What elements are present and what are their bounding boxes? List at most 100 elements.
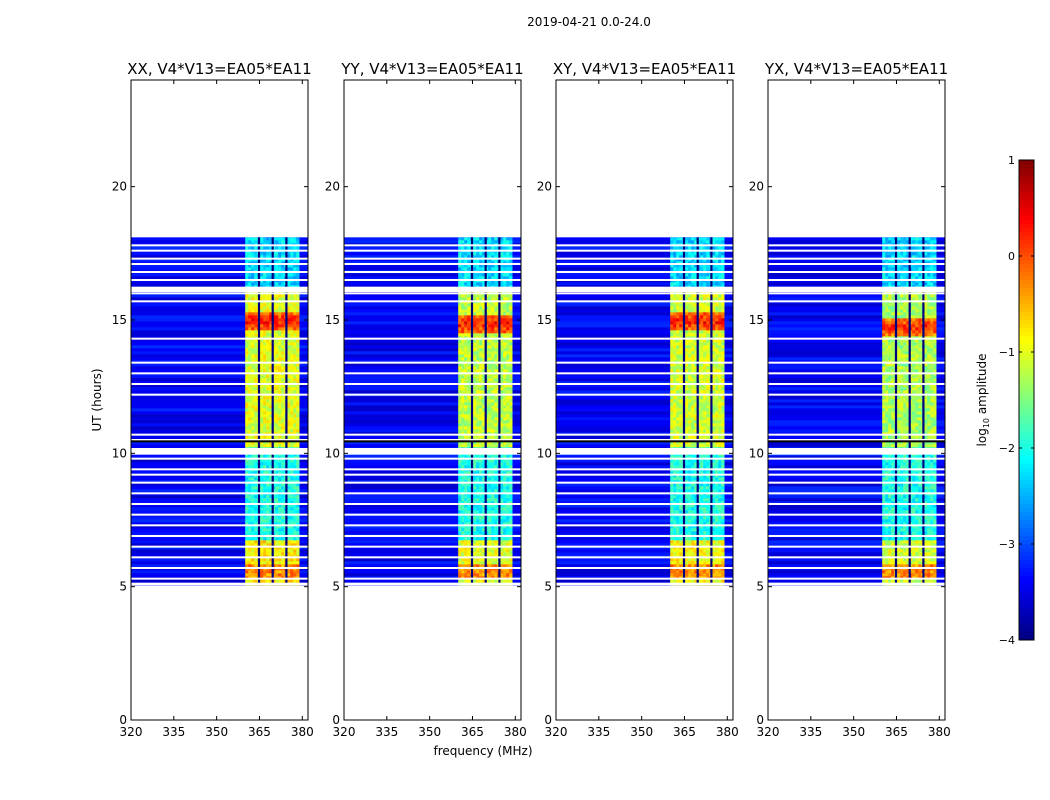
band-cell <box>467 324 471 328</box>
band-cell <box>296 399 300 403</box>
band-cell <box>245 303 249 307</box>
band-cell <box>275 441 279 445</box>
band-cell <box>254 276 258 280</box>
band-cell <box>458 330 462 334</box>
band-cell <box>278 543 282 547</box>
band-cell <box>251 498 255 502</box>
band-cell <box>251 366 255 370</box>
band-cell <box>266 312 270 316</box>
band-cell <box>500 474 504 478</box>
band-cell <box>458 240 462 244</box>
band-cell <box>248 420 252 424</box>
band-cell <box>245 462 249 466</box>
band-cell <box>488 312 492 316</box>
band-cell <box>473 264 477 268</box>
band-cell <box>293 411 297 415</box>
band-cell <box>482 510 486 514</box>
band-cell <box>685 276 689 280</box>
background-row <box>344 348 521 352</box>
band-cell <box>476 303 480 307</box>
band-cell <box>473 309 477 313</box>
band-cell <box>248 510 252 514</box>
band-cell <box>260 546 264 550</box>
background-row <box>344 378 521 382</box>
band-cell <box>254 579 258 583</box>
band-cell <box>254 408 258 412</box>
band-cell <box>245 306 249 310</box>
band-cell <box>703 282 707 286</box>
band-cell <box>263 264 267 268</box>
band-cell <box>245 381 249 385</box>
background-row <box>556 297 733 301</box>
band-cell <box>251 579 255 583</box>
band-cell <box>275 255 279 259</box>
band-cell <box>290 252 294 256</box>
band-cell <box>275 246 279 250</box>
band-cell <box>272 348 276 352</box>
band-cell <box>266 531 270 535</box>
band-cell <box>266 318 270 322</box>
background-row <box>131 489 308 493</box>
band-cell <box>266 528 270 532</box>
band-cell <box>245 414 249 418</box>
band-cell <box>290 510 294 514</box>
band-cell <box>266 462 270 466</box>
band-cell <box>503 276 507 280</box>
band-cell <box>260 414 264 418</box>
band-cell <box>509 333 513 337</box>
band-cell <box>269 396 273 400</box>
band-cell <box>272 264 276 268</box>
band-cell <box>461 342 465 346</box>
band-cell <box>296 501 300 505</box>
band-cell <box>266 273 270 277</box>
band-cell <box>278 387 282 391</box>
band-cell <box>275 522 279 526</box>
band-cell <box>500 375 504 379</box>
background-row <box>556 357 733 361</box>
band-cell <box>281 537 285 541</box>
band-cell <box>464 417 468 421</box>
band-cell <box>263 282 267 286</box>
band-cell <box>290 420 294 424</box>
band-cell <box>287 537 291 541</box>
band-cell <box>269 489 273 493</box>
band-cell <box>479 405 483 409</box>
band-cell <box>482 525 486 529</box>
band-cell <box>278 507 282 511</box>
flagged-row <box>344 439 521 441</box>
band-cell <box>248 495 252 499</box>
background-row <box>344 471 521 475</box>
band-cell <box>248 417 252 421</box>
band-cell <box>287 342 291 346</box>
band-cell <box>458 540 462 544</box>
band-cell <box>260 495 264 499</box>
band-cell <box>248 255 252 259</box>
band-cell <box>718 276 722 280</box>
band-cell <box>500 390 504 394</box>
band-cell <box>260 252 264 256</box>
band-cell <box>269 579 273 583</box>
band-cell <box>263 324 267 328</box>
band-cell <box>509 381 513 385</box>
band-cell <box>266 423 270 427</box>
band-cell <box>485 537 489 541</box>
flagged-row <box>131 372 308 375</box>
band-cell <box>266 498 270 502</box>
band-cell <box>254 405 258 409</box>
band-cell <box>251 321 255 325</box>
band-cell <box>488 462 492 466</box>
band-cell <box>509 435 513 439</box>
band-cell <box>488 348 492 352</box>
band-cell <box>248 528 252 532</box>
band-cell <box>503 354 507 358</box>
band-cell <box>458 453 462 457</box>
band-cell <box>488 306 492 310</box>
band-cell <box>491 363 495 367</box>
band-cell <box>482 435 486 439</box>
band-cell <box>476 471 480 475</box>
band-cell <box>467 516 471 520</box>
background-row <box>344 501 521 505</box>
band-cell <box>503 381 507 385</box>
band-cell <box>290 321 294 325</box>
band-cell <box>509 252 513 256</box>
